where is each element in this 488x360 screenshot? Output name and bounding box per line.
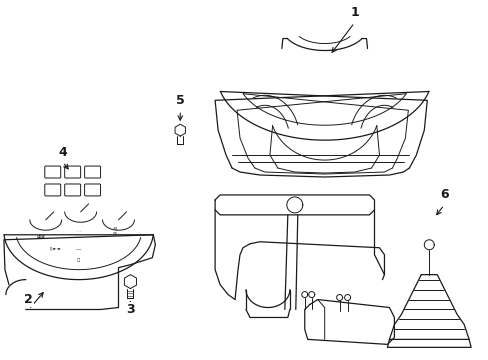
Text: · ·
· ·: · · · ·: [77, 230, 81, 239]
Text: 5: 5: [176, 94, 184, 107]
Text: 3: 3: [126, 303, 135, 316]
Text: 33
55: 33 55: [113, 227, 118, 236]
Text: 6: 6: [439, 188, 447, 202]
Text: ω≡ψ: ω≡ψ: [37, 234, 45, 239]
Text: 4: 4: [58, 145, 67, 159]
Text: —: —: [76, 248, 81, 253]
Text: 2: 2: [24, 293, 33, 306]
Text: ◻: ◻: [77, 259, 80, 263]
Text: ξ≡ ≡: ξ≡ ≡: [50, 247, 61, 251]
Text: 1: 1: [349, 6, 358, 19]
